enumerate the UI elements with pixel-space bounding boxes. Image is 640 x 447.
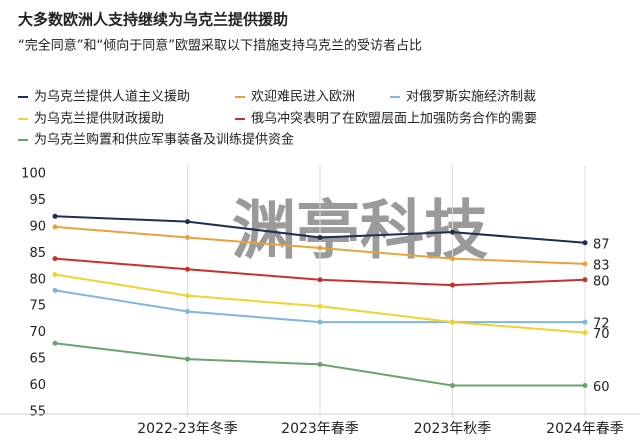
x-tick-label: 2023年秋季: [414, 421, 492, 437]
data-point: [317, 277, 323, 283]
legend-label: 为乌克兰提供人道主义援助: [34, 89, 190, 105]
data-label: 80: [593, 274, 610, 289]
legend-label: 对俄罗斯实施经济制裁: [406, 89, 536, 105]
data-label: 83: [593, 258, 610, 273]
data-point: [450, 319, 455, 325]
data-point: [185, 293, 190, 299]
data-point: [582, 319, 588, 325]
y-tick-label: 100: [21, 167, 46, 182]
data-point: [450, 383, 455, 389]
y-tick-label: 60: [29, 378, 46, 393]
legend-label: 为乌克兰提供财政援助: [34, 111, 164, 127]
x-tick-label: 2022-23年冬季: [137, 421, 238, 437]
legend-label: 俄乌冲突表明了在欧盟层面上加强防务合作的需要: [251, 111, 537, 127]
y-tick-label: 90: [29, 219, 46, 234]
chart-subtitle: “完全同意”和“倾向于同意”欧盟采取以下措施支持乌克兰的受访者占比: [18, 38, 422, 54]
data-label: 72: [593, 317, 610, 332]
data-label: 87: [593, 237, 610, 252]
y-tick-label: 95: [29, 193, 46, 208]
y-tick-label: 80: [29, 272, 46, 287]
data-label: 60: [593, 380, 610, 395]
data-point: [185, 219, 190, 225]
x-tick-label: 2023年春季: [281, 421, 359, 437]
y-tick-label: 65: [29, 352, 46, 367]
y-tick-label: 55: [29, 405, 46, 420]
data-point: [52, 224, 58, 230]
data-point: [317, 234, 323, 240]
data-point: [450, 256, 455, 262]
data-point: [185, 234, 190, 240]
x-tick-label: 2024年春季: [546, 421, 624, 437]
data-label: 70: [593, 327, 610, 342]
data-point: [317, 303, 323, 309]
data-point: [52, 256, 58, 262]
data-point: [52, 287, 58, 293]
data-point: [317, 245, 323, 251]
data-point: [185, 356, 190, 362]
legend-label: 欢迎难民进入欧洲: [251, 90, 355, 105]
data-point: [450, 229, 455, 235]
data-point: [582, 330, 588, 336]
data-point: [582, 277, 588, 283]
y-tick-label: 85: [29, 246, 46, 261]
chart-title: 大多数欧洲人支持继续为乌克兰提供援助: [18, 11, 288, 29]
y-tick-label: 75: [29, 299, 46, 314]
data-point: [582, 261, 588, 267]
data-point: [317, 319, 323, 325]
data-point: [582, 240, 588, 246]
data-point: [582, 383, 588, 389]
data-point: [185, 309, 190, 315]
data-point: [317, 361, 323, 367]
data-point: [52, 213, 58, 219]
data-point: [185, 266, 190, 272]
legend-label: 为乌克兰购置和供应军事装备及训练提供资金: [34, 132, 294, 148]
data-point: [52, 340, 58, 346]
y-tick-label: 70: [29, 325, 46, 340]
data-point: [52, 271, 58, 277]
data-point: [450, 282, 455, 288]
